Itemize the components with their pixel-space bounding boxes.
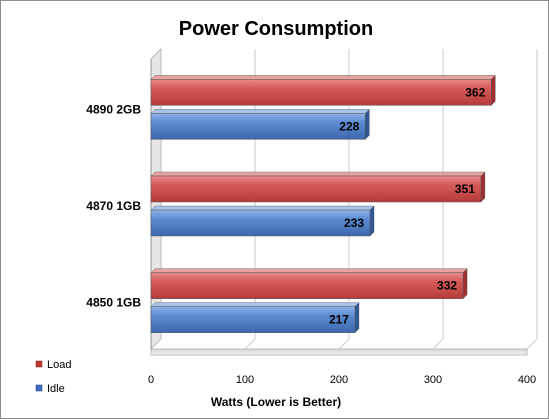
plot-floor <box>150 348 528 356</box>
bar-end-face <box>365 108 370 140</box>
gridline-floor <box>244 338 256 350</box>
bar-value-label: 351 <box>455 182 475 196</box>
bar <box>150 113 366 140</box>
gridline-floor <box>526 338 538 350</box>
bar-end-face <box>462 268 468 300</box>
bar-end-face <box>491 74 496 106</box>
x-tick-label: 100 <box>236 374 254 386</box>
bar <box>150 79 492 106</box>
category-label: 4870 1GB <box>86 199 141 213</box>
bar <box>150 272 464 299</box>
bar-value-label: 217 <box>329 313 349 327</box>
bar-end-face <box>354 302 360 334</box>
bar <box>150 175 482 203</box>
gridline-floor <box>432 338 444 350</box>
chart-title: Power Consumption <box>179 18 373 40</box>
gridline-floor <box>338 338 350 350</box>
legend-label-idle: Idle <box>47 383 65 395</box>
bar-value-label: 228 <box>339 119 359 133</box>
bar-value-label: 362 <box>465 85 485 99</box>
bar-top-face <box>150 268 468 273</box>
x-tick-label: 200 <box>330 374 348 386</box>
bar <box>150 209 371 237</box>
plot-area: 0 100 200 300 400 4890 2GB 362 228 4870 1GB 351 23… <box>86 48 538 386</box>
bar-top-face <box>150 302 360 307</box>
bar-end-face <box>369 205 375 237</box>
legend-swatch-load <box>35 360 43 368</box>
category-label: 4890 2GB <box>86 102 141 116</box>
bar-value-label: 233 <box>344 216 364 230</box>
bar-value-label: 332 <box>437 279 457 293</box>
gridline-floor <box>150 338 162 350</box>
bar-top-face <box>150 205 375 211</box>
bar <box>150 306 356 333</box>
legend: Load Idle <box>35 359 71 395</box>
legend-label-load: Load <box>47 359 71 371</box>
bar-end-face <box>480 171 486 203</box>
x-tick-label: 0 <box>148 374 154 386</box>
x-axis-title: Watts (Lower is Better) <box>211 395 341 409</box>
x-tick-label: 300 <box>424 374 442 386</box>
bar-top-face <box>150 109 370 114</box>
bar-top-face <box>150 75 496 80</box>
x-tick-label: 400 <box>518 374 536 386</box>
category-label: 4850 1GB <box>86 296 141 310</box>
bar-top-face <box>150 171 486 177</box>
legend-swatch-idle <box>35 384 43 392</box>
